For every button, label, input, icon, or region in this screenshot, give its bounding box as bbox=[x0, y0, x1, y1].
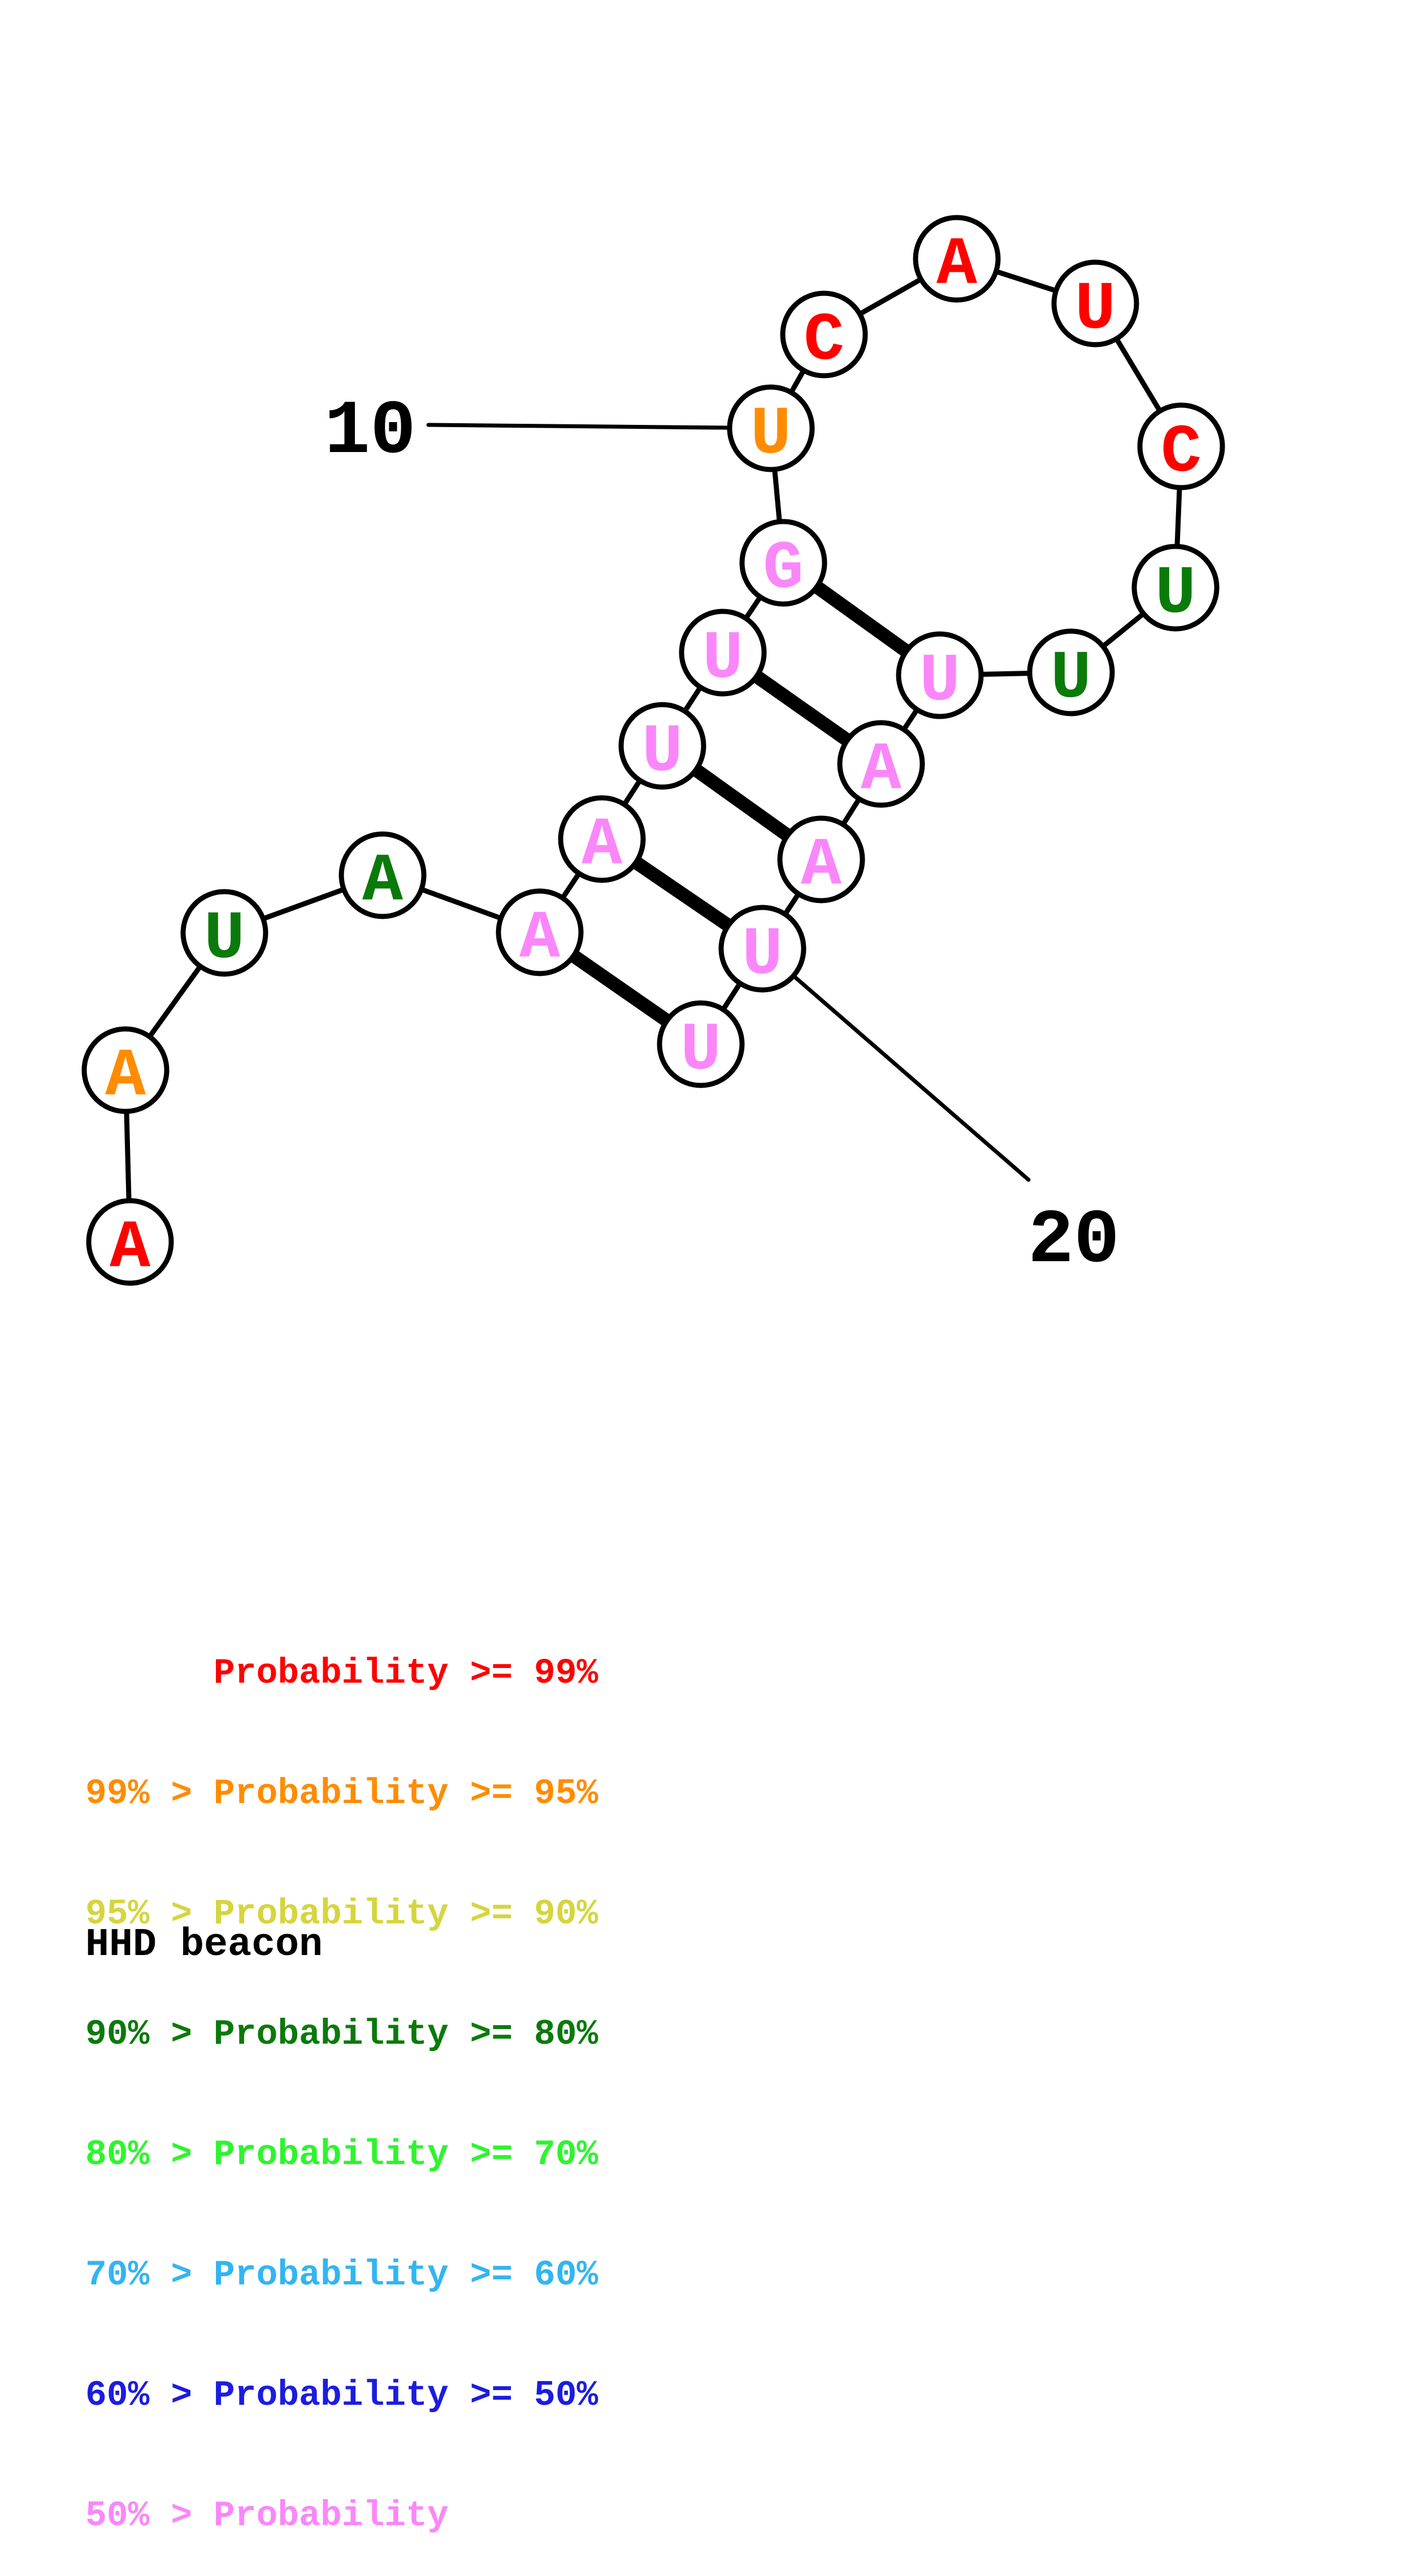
legend-row-under-50: 50% > Probability bbox=[85, 2496, 449, 2536]
nucleotide-circle bbox=[339, 831, 427, 919]
position-label: 10 bbox=[324, 389, 416, 475]
nucleotide-letter: A bbox=[582, 807, 623, 884]
nucleotide-circle bbox=[739, 519, 827, 607]
position-label-line bbox=[426, 423, 732, 430]
legend-row-99-95: 99% > Probability >= 95% bbox=[85, 1774, 598, 1814]
nucleotide-circle bbox=[657, 1000, 745, 1088]
nucleotide-letter: U bbox=[702, 621, 743, 698]
nucleotide-circle bbox=[1051, 259, 1139, 347]
nucleotide-letter: A bbox=[105, 1039, 146, 1115]
rna-probability-plot: { "figure": { "type": "rna-secondary-str… bbox=[81, 215, 1225, 2536]
nucleotide-letter: A bbox=[936, 227, 978, 304]
legend-row-70-60: 70% > Probability >= 60% bbox=[85, 2255, 598, 2295]
nucleotide-circle bbox=[1131, 544, 1220, 632]
nucleotide-letter: U bbox=[751, 397, 791, 474]
nucleotide-letter: A bbox=[519, 901, 561, 978]
position-label-line bbox=[791, 974, 1031, 1182]
nucleotide-letter: U bbox=[742, 917, 783, 994]
nucleotide-circle bbox=[780, 290, 868, 379]
legend-row-60-50: 60% > Probability >= 50% bbox=[85, 2375, 598, 2416]
nucleotide-letter: U bbox=[1051, 641, 1091, 718]
nucleotide-circle bbox=[837, 720, 925, 808]
nucleotide-circle bbox=[913, 215, 1001, 303]
legend-row-95-90: 95% > Probability >= 90% bbox=[85, 1894, 598, 1934]
probability-legend: Probability >= 99% 99% > Probability >= … bbox=[85, 1573, 598, 2576]
nucleotide-circle bbox=[727, 384, 815, 472]
nucleotide-letter: U bbox=[919, 644, 960, 720]
nucleotide-circle bbox=[679, 609, 767, 697]
legend-row-90-80: 90% > Probability >= 80% bbox=[85, 2014, 598, 2054]
nucleotide-letter: A bbox=[362, 844, 404, 920]
position-labels-group: 10 20 bbox=[324, 389, 1120, 1284]
nucleotide-letter: A bbox=[861, 732, 902, 809]
nucleotide-letter: A bbox=[801, 828, 842, 905]
nucleotide-letter: U bbox=[1155, 556, 1196, 633]
nucleotide-circle bbox=[618, 702, 706, 790]
figure-title: HHD beacon bbox=[85, 1923, 323, 1967]
nucleotide-circle bbox=[496, 888, 584, 976]
legend-row-80-70: 80% > Probability >= 70% bbox=[85, 2135, 598, 2175]
nucleotide-circle bbox=[777, 815, 865, 903]
legend-row-99: Probability >= 99% bbox=[85, 1653, 598, 1693]
nucleotide-circle bbox=[81, 1026, 170, 1114]
nucleotide-letter: C bbox=[804, 303, 844, 380]
nucleotide-letter: U bbox=[680, 1013, 721, 1089]
nucleotide-circle bbox=[896, 631, 984, 719]
nucleotide-letter: A bbox=[110, 1210, 151, 1287]
nucleotide-circle bbox=[558, 795, 646, 883]
nucleotide-letter: C bbox=[1161, 415, 1202, 492]
position-label: 20 bbox=[1028, 1198, 1120, 1284]
nucleotide-circle bbox=[180, 889, 268, 977]
nucleotide-circle bbox=[86, 1198, 174, 1286]
nucleotide-circle bbox=[1027, 628, 1115, 716]
nucleotide-circle bbox=[1137, 402, 1225, 490]
nucleotide-letter: G bbox=[763, 531, 804, 608]
nucleotide-letter: U bbox=[642, 714, 683, 791]
nucleotide-circle bbox=[718, 905, 806, 993]
position-label-lines-group bbox=[426, 423, 1031, 1182]
nucleotide-letter: U bbox=[1075, 272, 1116, 349]
nucleotide-letter: U bbox=[204, 901, 245, 978]
